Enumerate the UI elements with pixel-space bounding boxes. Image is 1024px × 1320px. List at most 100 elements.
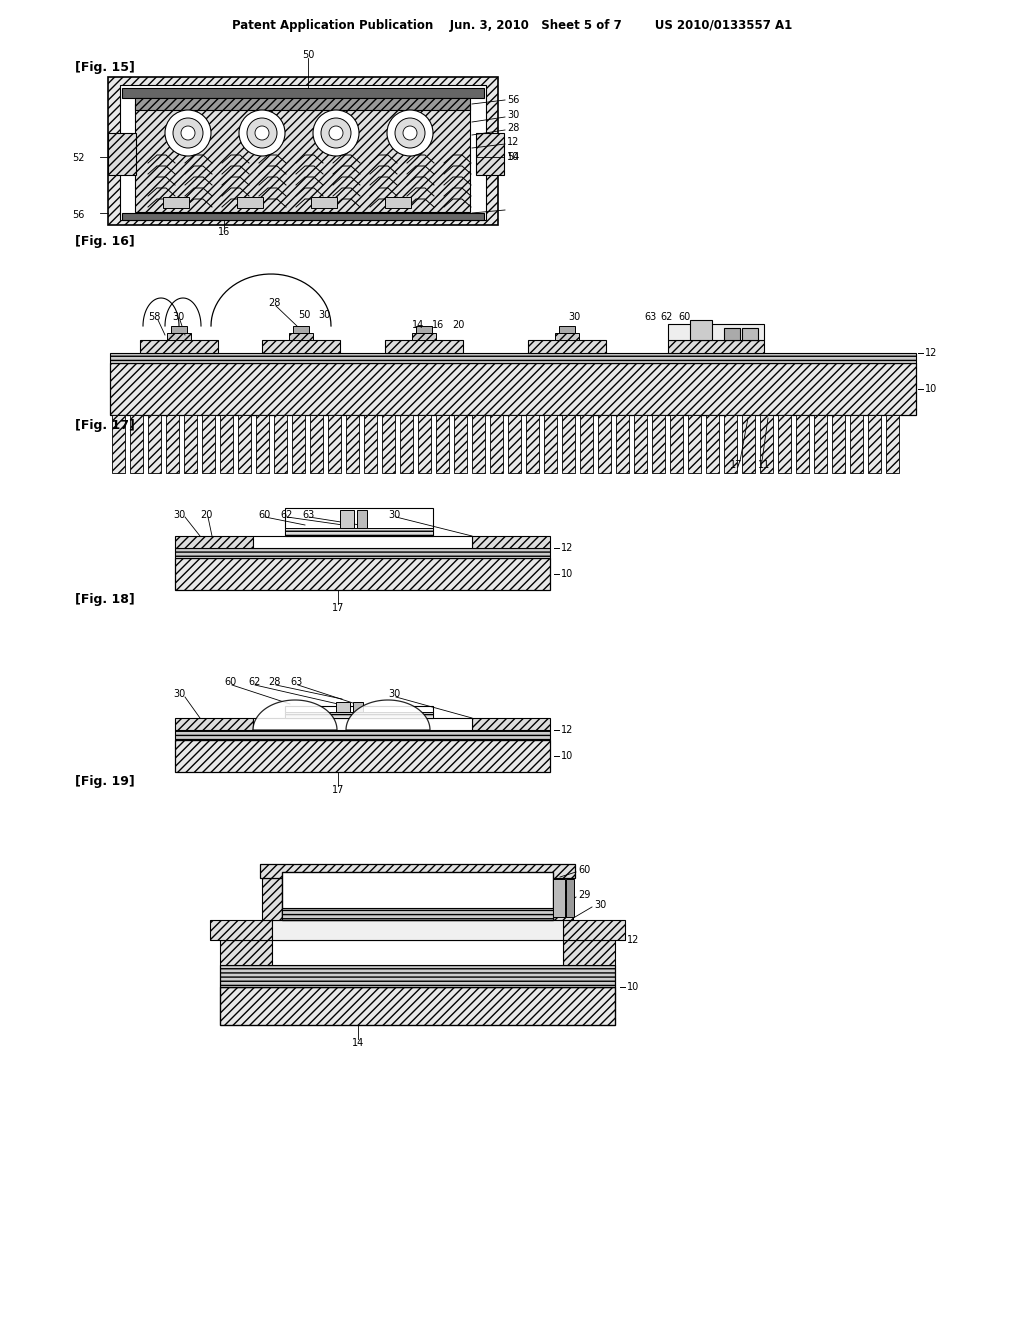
Bar — [346, 414, 359, 473]
Bar — [364, 414, 377, 473]
Bar — [553, 878, 573, 920]
Bar — [135, 104, 470, 213]
Text: 17: 17 — [730, 459, 742, 470]
Text: 28: 28 — [507, 123, 519, 133]
Bar — [293, 326, 309, 333]
Text: 10: 10 — [627, 982, 639, 993]
Text: 12: 12 — [627, 935, 639, 945]
Text: 30: 30 — [568, 312, 581, 322]
Text: 60: 60 — [578, 865, 590, 875]
Bar — [110, 352, 916, 363]
Text: 16: 16 — [218, 227, 230, 238]
Bar — [668, 341, 764, 352]
Bar — [166, 414, 179, 473]
Circle shape — [395, 117, 425, 148]
Bar — [436, 414, 449, 473]
Bar — [289, 333, 313, 341]
Bar — [472, 718, 550, 730]
Text: [Fig. 16]: [Fig. 16] — [75, 235, 135, 248]
Text: 10: 10 — [507, 152, 519, 162]
Bar — [553, 879, 565, 917]
Bar — [336, 702, 350, 711]
Text: 20: 20 — [200, 510, 212, 520]
Bar — [742, 327, 758, 341]
Text: 62: 62 — [248, 677, 260, 686]
Text: 56: 56 — [507, 95, 519, 106]
Circle shape — [255, 125, 269, 140]
Text: [Fig. 19]: [Fig. 19] — [75, 776, 135, 788]
Bar — [202, 414, 215, 473]
Bar — [148, 414, 161, 473]
Bar — [260, 865, 575, 878]
Bar — [690, 319, 712, 341]
Bar — [253, 536, 472, 548]
Bar — [742, 414, 755, 473]
Text: 17: 17 — [332, 785, 344, 795]
Text: 63: 63 — [290, 677, 302, 686]
Bar — [670, 414, 683, 473]
Text: 12: 12 — [925, 348, 937, 358]
Text: 10: 10 — [925, 384, 937, 393]
Bar — [668, 323, 764, 341]
Bar — [282, 908, 553, 920]
Bar — [868, 414, 881, 473]
Bar — [357, 510, 367, 528]
Bar — [472, 536, 550, 548]
Bar — [272, 940, 563, 965]
Bar — [563, 920, 625, 940]
Bar — [796, 414, 809, 473]
Text: 28: 28 — [268, 298, 281, 308]
Bar — [310, 414, 323, 473]
Bar — [385, 341, 463, 352]
Circle shape — [321, 117, 351, 148]
Bar — [122, 88, 484, 98]
Bar — [282, 873, 553, 920]
Bar — [220, 987, 615, 1026]
Bar — [526, 414, 539, 473]
Bar — [831, 414, 845, 473]
Text: 20: 20 — [452, 319, 464, 330]
Text: 17: 17 — [332, 603, 344, 612]
Bar — [272, 920, 563, 940]
Text: 12: 12 — [507, 137, 519, 147]
Text: 30: 30 — [173, 689, 185, 700]
Bar — [175, 741, 550, 772]
Bar — [886, 414, 899, 473]
Text: 12: 12 — [561, 725, 573, 735]
Text: 29: 29 — [578, 890, 591, 900]
Bar — [778, 414, 791, 473]
Bar — [175, 558, 550, 590]
Bar — [167, 333, 191, 341]
Bar — [476, 133, 504, 176]
Text: [Fig. 17]: [Fig. 17] — [75, 418, 135, 432]
Bar — [285, 706, 433, 718]
Text: [Fig. 18]: [Fig. 18] — [75, 594, 135, 606]
Bar — [262, 878, 282, 920]
Bar — [562, 414, 575, 473]
Text: 52: 52 — [72, 153, 85, 162]
Text: 28: 28 — [268, 677, 281, 686]
Bar — [256, 414, 269, 473]
Bar — [652, 414, 665, 473]
Circle shape — [329, 125, 343, 140]
Polygon shape — [253, 700, 337, 730]
Bar — [412, 333, 436, 341]
Bar — [544, 414, 557, 473]
Bar — [122, 213, 484, 220]
Text: 50: 50 — [302, 50, 314, 59]
Bar — [210, 920, 272, 940]
Bar — [490, 414, 503, 473]
Bar — [328, 414, 341, 473]
Text: 11: 11 — [758, 459, 770, 470]
Text: 14: 14 — [352, 1038, 365, 1048]
Text: 30: 30 — [173, 510, 185, 520]
Text: 63: 63 — [302, 510, 314, 520]
Circle shape — [387, 110, 433, 156]
Text: 30: 30 — [172, 312, 184, 322]
Circle shape — [247, 117, 278, 148]
Bar — [311, 197, 337, 209]
Bar — [760, 414, 773, 473]
Bar — [220, 940, 272, 965]
Polygon shape — [346, 700, 430, 730]
Text: 14: 14 — [412, 319, 424, 330]
